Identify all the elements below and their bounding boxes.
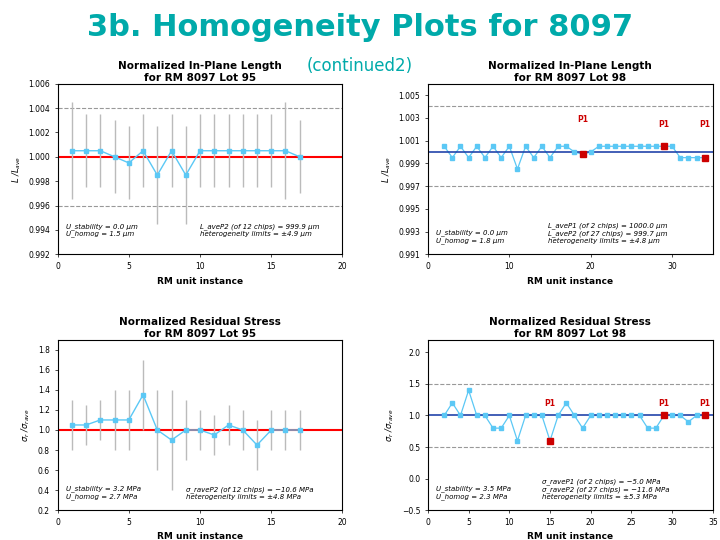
Title: Normalized Residual Stress
for RM 8097 Lot 95: Normalized Residual Stress for RM 8097 L… [119,318,281,339]
Y-axis label: $\sigma_r$ /$\sigma_{rave}$: $\sigma_r$ /$\sigma_{rave}$ [19,408,32,442]
Title: Normalized Residual Stress
for RM 8097 Lot 98: Normalized Residual Stress for RM 8097 L… [490,318,652,339]
Text: U_stability = 0.0 μm
U_homog = 1.8 μm: U_stability = 0.0 μm U_homog = 1.8 μm [436,230,508,244]
Text: U_stability = 0.0 μm
U_homog = 1.5 μm: U_stability = 0.0 μm U_homog = 1.5 μm [66,222,138,237]
Text: 3b. Homogeneity Plots for 8097: 3b. Homogeneity Plots for 8097 [87,14,633,43]
Text: σ_raveP2 (of 12 chips) = −10.6 MPa
heterogeneity limits = ±4.8 MPa: σ_raveP2 (of 12 chips) = −10.6 MPa heter… [186,486,313,500]
Y-axis label: $L$ /$L_{ave}$: $L$ /$L_{ave}$ [10,156,22,183]
Text: P1: P1 [699,399,710,408]
Text: U_stability = 3.2 MPa
U_homog = 2.7 MPa: U_stability = 3.2 MPa U_homog = 2.7 MPa [66,485,141,500]
Text: L_aveP1 (of 2 chips) = 1000.0 μm
L_aveP2 (of 27 chips) = 999.7 μm
heterogeneity : L_aveP1 (of 2 chips) = 1000.0 μm L_aveP2… [548,222,667,244]
X-axis label: RM unit instance: RM unit instance [527,276,613,286]
Text: P1: P1 [544,399,556,408]
X-axis label: RM unit instance: RM unit instance [527,532,613,540]
X-axis label: RM unit instance: RM unit instance [157,532,243,540]
Text: σ_raveP1 (of 2 chips) = −5.0 MPa
σ_raveP2 (of 27 chips) = −11.6 MPa
heterogeneit: σ_raveP1 (of 2 chips) = −5.0 MPa σ_raveP… [542,478,670,500]
Text: L_aveP2 (of 12 chips) = 999.9 μm
heterogeneity limits = ±4.9 μm: L_aveP2 (of 12 chips) = 999.9 μm heterog… [200,224,320,237]
X-axis label: RM unit instance: RM unit instance [157,276,243,286]
Text: P1: P1 [699,120,710,129]
Text: P1: P1 [659,399,670,408]
Title: Normalized In-Plane Length
for RM 8097 Lot 98: Normalized In-Plane Length for RM 8097 L… [488,62,652,83]
Text: (continued2): (continued2) [307,57,413,75]
Text: P1: P1 [659,120,670,129]
Text: U_stability = 3.5 MPa
U_homog = 2.3 MPa: U_stability = 3.5 MPa U_homog = 2.3 MPa [436,485,511,500]
Y-axis label: $L$ /$L_{ave}$: $L$ /$L_{ave}$ [380,156,393,183]
Title: Normalized In-Plane Length
for RM 8097 Lot 95: Normalized In-Plane Length for RM 8097 L… [118,62,282,83]
Y-axis label: $\sigma_r$ /$\sigma_{rave}$: $\sigma_r$ /$\sigma_{rave}$ [384,408,396,442]
Text: P1: P1 [577,114,588,124]
